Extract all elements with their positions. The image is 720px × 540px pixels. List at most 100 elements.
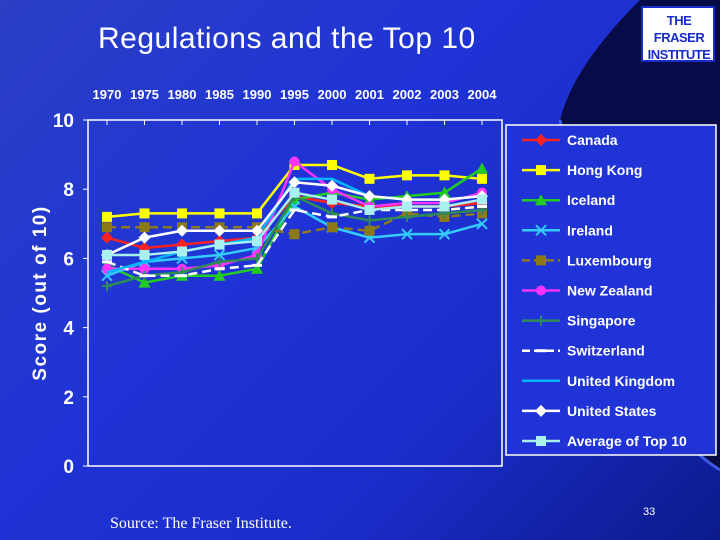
x-tick-label: 1990 <box>243 87 272 102</box>
y-tick-label: 10 <box>53 111 74 132</box>
legend-label-average-of-top-10: Average of Top 10 <box>567 433 687 449</box>
data-point-iceland <box>476 162 488 174</box>
data-point-ireland <box>401 228 413 240</box>
data-point-united-states <box>363 190 376 203</box>
data-point-average-of-top-10 <box>102 249 112 260</box>
logo-text: THE FRASER INSTITUTE <box>646 12 712 63</box>
data-point-hong-kong <box>439 170 450 181</box>
data-point-hong-kong <box>327 159 337 170</box>
data-point-hong-kong <box>177 208 187 219</box>
data-point-luxembourg <box>327 222 337 233</box>
legend-label-iceland: Iceland <box>567 192 615 208</box>
legend-marker-canada <box>535 134 547 146</box>
legend-marker-united-states <box>535 404 547 417</box>
legend-marker-luxembourg <box>536 255 546 266</box>
legend-marker-hong-kong <box>536 165 546 176</box>
data-point-ireland <box>438 228 451 240</box>
series-switzerland <box>102 205 487 278</box>
data-point-iceland <box>138 276 151 288</box>
y-tick-label: 4 <box>63 319 74 340</box>
data-point-united-states <box>138 231 151 244</box>
x-tick-label: 2002 <box>393 87 422 102</box>
data-point-average-of-top-10 <box>364 204 375 215</box>
legend-label-switzerland: Switzerland <box>567 343 645 359</box>
data-point-hong-kong <box>139 208 150 219</box>
legend-label-singapore: Singapore <box>567 313 636 329</box>
data-point-average-of-top-10 <box>402 201 412 212</box>
legend-marker-singapore <box>536 315 546 326</box>
data-point-average-of-top-10 <box>214 239 225 250</box>
legend-label-new-zealand: New Zealand <box>567 283 653 299</box>
logo-line-1: THE FRASER <box>653 13 705 45</box>
legend-label-ireland: Ireland <box>567 222 613 238</box>
legend-marker-iceland <box>535 194 547 206</box>
legend-label-luxembourg: Luxembourg <box>567 252 652 268</box>
data-point-average-of-top-10 <box>252 236 262 247</box>
data-point-united-states <box>251 224 263 237</box>
data-point-new-zealand <box>289 156 300 167</box>
legend-marker-average-of-top-10 <box>536 436 546 446</box>
data-point-ireland <box>213 249 226 261</box>
data-point-average-of-top-10 <box>477 194 487 205</box>
data-point-united-states <box>288 176 301 189</box>
data-point-iceland <box>438 186 451 198</box>
page-number: 33 <box>643 506 656 518</box>
y-tick-label: 8 <box>63 180 74 201</box>
y-tick-label: 6 <box>63 249 74 270</box>
data-point-luxembourg <box>364 225 375 236</box>
fraser-institute-logo: THE FRASER INSTITUTE <box>641 6 715 62</box>
source-note: Source: The Fraser Institute. <box>110 515 292 532</box>
y-tick-label: 2 <box>63 388 74 409</box>
data-point-singapore <box>402 211 412 222</box>
data-point-ireland <box>476 218 488 230</box>
legend-label-united-states: United States <box>567 403 657 419</box>
x-tick-label: 1970 <box>93 87 122 102</box>
slide-title: Regulations and the Top 10 <box>98 22 476 55</box>
y-tick-label: 0 <box>63 457 74 478</box>
x-tick-label: 1985 <box>205 87 234 102</box>
legend-marker-ireland <box>535 224 547 237</box>
data-point-united-states <box>326 179 338 192</box>
legend-marker-new-zealand <box>536 285 546 296</box>
data-point-united-states <box>176 224 188 237</box>
data-point-luxembourg <box>102 222 112 233</box>
x-tick-label: 2001 <box>355 87 384 102</box>
data-point-luxembourg <box>139 222 150 233</box>
data-point-average-of-top-10 <box>139 249 150 260</box>
data-point-hong-kong <box>402 170 412 181</box>
data-point-average-of-top-10 <box>289 187 300 198</box>
legend-label-canada: Canada <box>567 132 618 148</box>
x-tick-label: 2003 <box>430 87 459 102</box>
legend: Canada Hong Kong Iceland Ireland Luxembourg N… <box>505 124 717 456</box>
data-point-singapore <box>364 215 375 226</box>
y-axis-label: Score (out of 10) <box>30 205 51 380</box>
data-point-hong-kong <box>252 208 262 219</box>
x-tick-label: 2000 <box>318 87 347 102</box>
x-tick-label: 1995 <box>280 87 309 102</box>
data-point-hong-kong <box>214 208 225 219</box>
x-tick-label: 1980 <box>168 87 197 102</box>
logo-line-2: INSTITUTE <box>647 47 711 62</box>
series-line-switzerland <box>106 205 483 277</box>
data-point-iceland <box>251 262 263 274</box>
data-point-luxembourg <box>289 229 300 240</box>
x-tick-label: 2004 <box>468 87 498 102</box>
data-point-hong-kong <box>102 211 112 222</box>
data-point-iceland <box>213 269 226 281</box>
data-point-singapore <box>102 281 112 292</box>
series-average-of-top-10 <box>102 187 487 260</box>
x-tick-label: 1975 <box>130 87 159 102</box>
legend-label-united-kingdom: United Kingdom <box>567 373 675 389</box>
data-point-hong-kong <box>364 173 375 184</box>
data-point-singapore <box>214 256 225 267</box>
data-point-new-zealand <box>139 263 150 274</box>
data-point-average-of-top-10 <box>327 194 337 205</box>
legend-label-hong-kong: Hong Kong <box>567 162 642 178</box>
data-point-canada <box>101 231 113 244</box>
data-point-united-states <box>213 224 226 237</box>
series-line-ireland <box>106 205 483 277</box>
data-point-average-of-top-10 <box>439 201 450 212</box>
data-point-average-of-top-10 <box>177 246 187 257</box>
data-point-hong-kong <box>477 173 487 184</box>
